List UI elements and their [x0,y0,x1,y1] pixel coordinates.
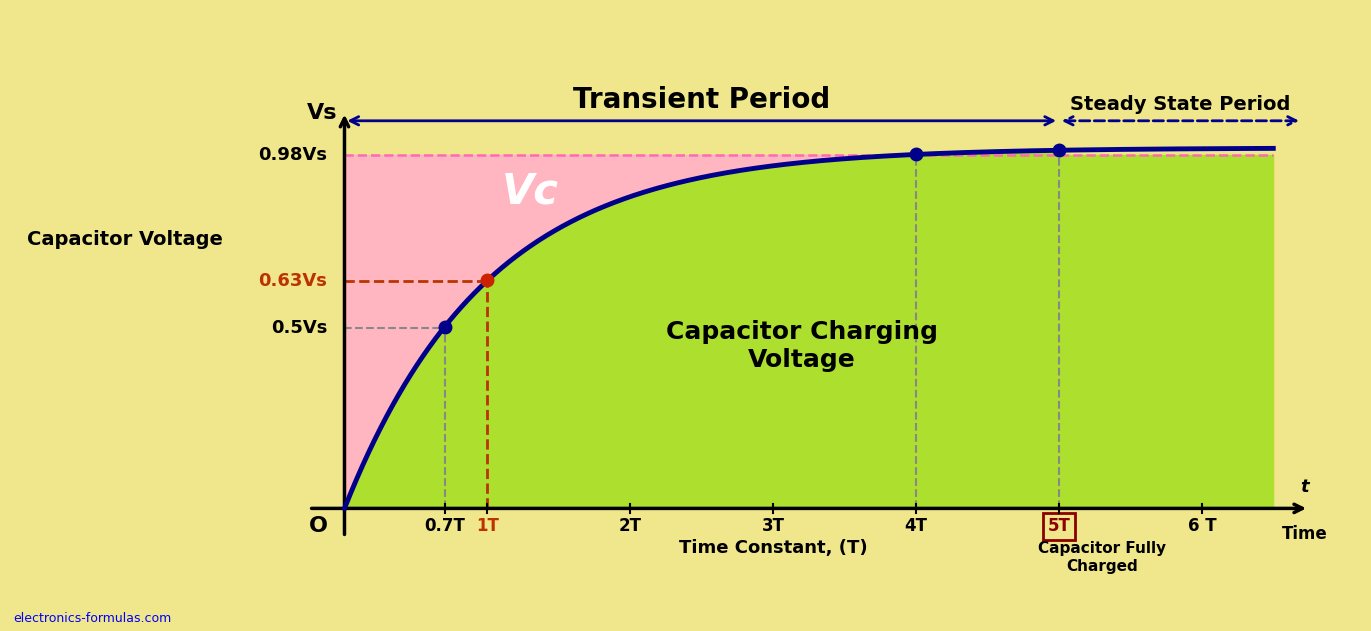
Text: 2T: 2T [618,517,642,536]
Text: 0.5Vs: 0.5Vs [271,319,328,337]
Text: Time: Time [1282,524,1327,543]
Text: 0.63Vs: 0.63Vs [259,272,328,290]
Text: 6 T: 6 T [1187,517,1216,536]
Text: Time Constant, (T): Time Constant, (T) [679,539,868,557]
Text: 4T: 4T [905,517,928,536]
Text: Steady State Period: Steady State Period [1071,95,1290,114]
Text: electronics-formulas.com: electronics-formulas.com [14,611,171,625]
Text: 0.98Vs: 0.98Vs [258,146,328,164]
Text: t: t [1301,478,1309,496]
Text: Capacitor Voltage: Capacitor Voltage [27,230,223,249]
Text: 5T: 5T [1047,517,1071,536]
Text: 1T: 1T [476,517,499,536]
Text: Capacitor Fully
Charged: Capacitor Fully Charged [1038,541,1165,574]
Text: Capacitor Charging
Voltage: Capacitor Charging Voltage [666,321,938,372]
Text: 0.7T: 0.7T [424,517,465,536]
Text: Vs: Vs [307,103,337,122]
Text: 3T: 3T [762,517,784,536]
Text: Transient Period: Transient Period [573,86,831,114]
Text: Vc: Vc [502,170,559,212]
Text: O: O [310,516,328,536]
